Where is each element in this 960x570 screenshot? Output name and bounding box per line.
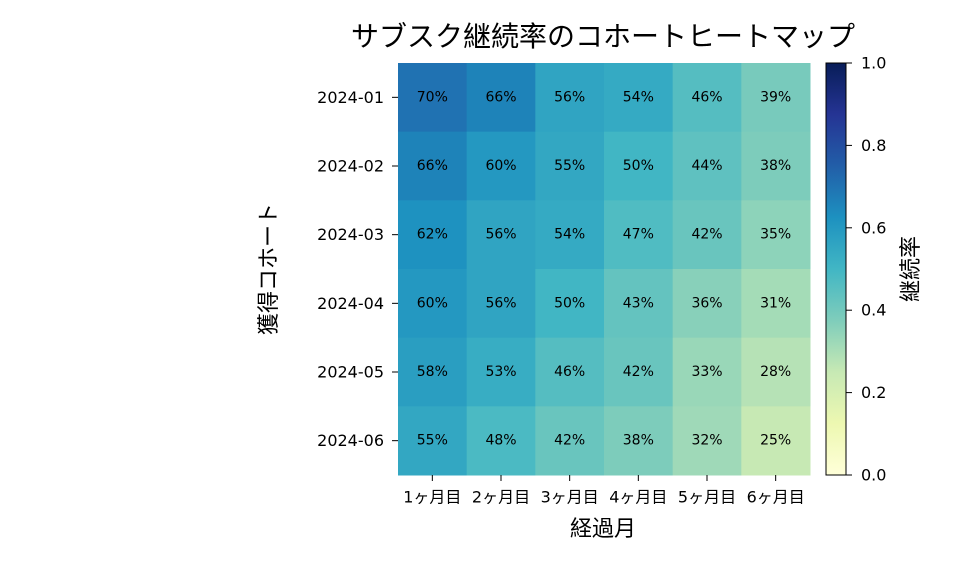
colorbar-tick-label: 0.6 xyxy=(861,218,886,237)
heatmap-cell xyxy=(535,200,605,270)
cell-label: 55% xyxy=(554,158,585,174)
cell-label: 38% xyxy=(760,158,791,174)
cell-label: 62% xyxy=(417,227,448,243)
heatmap-cell xyxy=(535,131,605,201)
x-tick-label: 3ヶ月目 xyxy=(541,488,599,507)
colorbar-tick-label: 0.4 xyxy=(861,301,886,320)
y-axis-title: 獲得コホート xyxy=(257,203,282,335)
colorbar-tick-label: 0.0 xyxy=(861,466,886,485)
colorbar-tick-label: 0.2 xyxy=(861,383,886,402)
y-tick-label: 2024-01 xyxy=(317,88,384,107)
heatmap-cell xyxy=(398,63,468,133)
cell-label: 60% xyxy=(417,295,448,311)
heatmap-cell xyxy=(466,131,536,201)
heatmap-cell xyxy=(741,200,811,270)
heatmap-cell xyxy=(398,131,468,201)
cell-label: 38% xyxy=(623,433,654,449)
cell-label: 33% xyxy=(691,364,722,380)
cell-label: 42% xyxy=(691,227,722,243)
heatmap-cell xyxy=(466,200,536,270)
cell-label: 56% xyxy=(485,227,516,243)
y-tick-label: 2024-05 xyxy=(317,363,384,382)
cell-label: 28% xyxy=(760,364,791,380)
heatmap-cell xyxy=(741,131,811,201)
cell-label: 55% xyxy=(417,433,448,449)
heatmap-cell xyxy=(466,269,536,339)
cell-label: 50% xyxy=(623,158,654,174)
y-tick-label: 2024-03 xyxy=(317,225,384,244)
cell-label: 42% xyxy=(623,364,654,380)
cell-label: 35% xyxy=(760,227,791,243)
heatmap-cell xyxy=(672,269,742,339)
heatmap-cell xyxy=(741,406,811,476)
heatmap-cell xyxy=(741,269,811,339)
heatmap-cell xyxy=(741,337,811,407)
cell-label: 25% xyxy=(760,433,791,449)
colorbar xyxy=(825,62,847,476)
cell-label: 66% xyxy=(417,158,448,174)
cell-label: 70% xyxy=(417,89,448,105)
heatmap-cell xyxy=(672,337,742,407)
cell-label: 48% xyxy=(485,433,516,449)
cell-label: 36% xyxy=(691,295,722,311)
heatmap-cell xyxy=(398,269,468,339)
heatmap-cell xyxy=(535,269,605,339)
cell-label: 54% xyxy=(554,227,585,243)
x-tick-label: 6ヶ月目 xyxy=(747,488,805,507)
heatmap-cell xyxy=(466,406,536,476)
colorbar-title: 継続率 xyxy=(899,236,924,302)
x-tick-label: 4ヶ月目 xyxy=(609,488,667,507)
heatmap-cell xyxy=(535,406,605,476)
x-tick-label: 1ヶ月目 xyxy=(403,488,461,507)
cell-label: 58% xyxy=(417,364,448,380)
x-tick-label: 5ヶ月目 xyxy=(678,488,736,507)
colorbar-tick-label: 1.0 xyxy=(861,54,886,73)
x-tick-label: 2ヶ月目 xyxy=(472,488,530,507)
cell-label: 32% xyxy=(691,433,722,449)
colorbar-tick-label: 0.8 xyxy=(861,136,886,155)
heatmap-cell xyxy=(604,337,674,407)
heatmap-cell xyxy=(672,406,742,476)
cell-label: 60% xyxy=(485,158,516,174)
heatmap-cell xyxy=(672,200,742,270)
heatmap-cell xyxy=(604,406,674,476)
heatmap-cell xyxy=(466,63,536,133)
cell-label: 46% xyxy=(691,89,722,105)
y-tick-label: 2024-02 xyxy=(317,157,384,176)
y-tick-label: 2024-06 xyxy=(317,431,384,450)
cell-label: 50% xyxy=(554,295,585,311)
heatmap-cell xyxy=(604,200,674,270)
cell-label: 56% xyxy=(554,89,585,105)
heatmap-cell xyxy=(466,337,536,407)
heatmap-cell xyxy=(535,63,605,133)
cell-label: 43% xyxy=(623,295,654,311)
cell-label: 42% xyxy=(554,433,585,449)
heatmap-cell xyxy=(604,63,674,133)
heatmap-cell xyxy=(398,406,468,476)
heatmap-cell xyxy=(672,63,742,133)
heatmap-cell xyxy=(398,337,468,407)
heatmap-cell xyxy=(604,269,674,339)
chart-title: サブスク継続率のコホートヒートマップ xyxy=(351,20,855,53)
x-axis-title: 経過月 xyxy=(570,517,636,542)
heatmap-cell xyxy=(604,131,674,201)
cell-label: 47% xyxy=(623,227,654,243)
cell-label: 66% xyxy=(485,89,516,105)
cell-label: 39% xyxy=(760,89,791,105)
heatmap-cell xyxy=(672,131,742,201)
cell-label: 31% xyxy=(760,295,791,311)
cell-label: 44% xyxy=(691,158,722,174)
y-tick-label: 2024-04 xyxy=(317,294,384,313)
heatmap-cell xyxy=(535,337,605,407)
heatmap-cell xyxy=(741,63,811,133)
cell-label: 56% xyxy=(485,295,516,311)
cell-label: 54% xyxy=(623,89,654,105)
cell-label: 46% xyxy=(554,364,585,380)
heatmap-cell xyxy=(398,200,468,270)
cell-label: 53% xyxy=(485,364,516,380)
